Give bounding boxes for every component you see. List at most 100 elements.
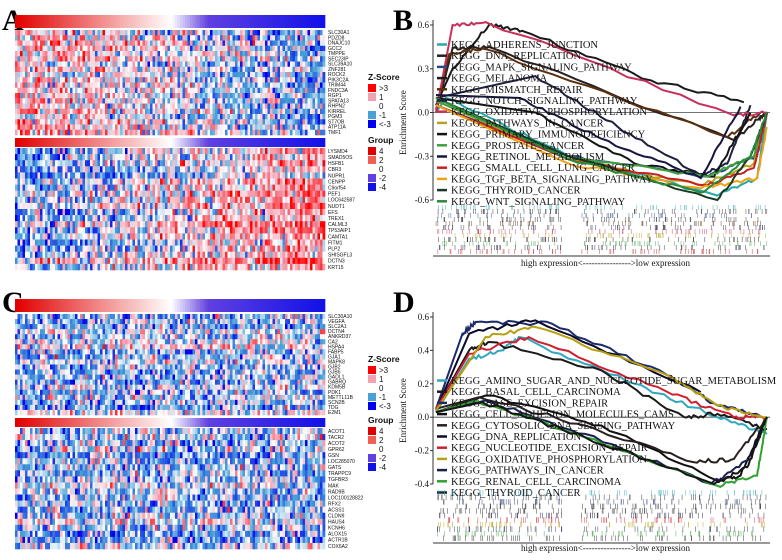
heatmap-cell xyxy=(175,51,178,57)
heatmap-cell xyxy=(297,72,301,78)
heatmap-cell xyxy=(160,51,163,57)
heatmap-cell xyxy=(42,98,46,104)
heatmap-cell xyxy=(197,45,201,52)
heatmap-cell xyxy=(40,35,43,41)
heatmap-cell xyxy=(52,30,56,36)
heatmap-cell xyxy=(135,245,138,252)
heatmap-cell xyxy=(142,172,146,179)
heatmap-cell xyxy=(42,172,46,179)
heatmap-cell xyxy=(172,154,176,161)
heatmap-cell xyxy=(87,129,91,136)
heatmap-cell xyxy=(322,45,326,52)
heatmap-cell xyxy=(15,93,18,99)
heatmap-cell xyxy=(275,35,278,41)
heatmap-cell xyxy=(255,45,258,52)
heatmap-cell xyxy=(32,196,36,204)
heatmap-cell xyxy=(127,30,131,36)
heatmap-cell xyxy=(25,35,28,41)
heatmap-cell xyxy=(137,61,141,68)
heatmap-cell xyxy=(240,51,243,57)
heatmap-cell xyxy=(292,172,296,179)
heatmap-cell xyxy=(257,87,261,94)
heatmap-cell xyxy=(27,40,31,47)
heatmap-cell xyxy=(205,239,208,246)
heatmap-cell xyxy=(290,66,293,73)
heatmap-cell xyxy=(315,51,318,57)
heatmap-cell xyxy=(155,251,158,259)
heatmap-cell xyxy=(150,77,153,83)
heatmap-cell xyxy=(152,239,156,246)
heatmap-cell xyxy=(75,221,78,228)
heatmap-cell xyxy=(257,114,261,120)
heatmap-cell xyxy=(137,82,141,89)
heatmap-cell xyxy=(85,178,88,185)
heatmap-cell xyxy=(25,124,28,131)
heatmap-cell xyxy=(87,245,91,252)
heatmap-cell xyxy=(227,129,231,136)
heatmap-cell xyxy=(57,87,61,94)
heatmap-cell xyxy=(272,56,276,62)
heatmap-cell xyxy=(290,77,293,83)
heatmap-cell xyxy=(182,51,186,57)
heatmap-cell xyxy=(237,119,241,125)
heatmap-cell xyxy=(245,166,248,173)
heatmap-cell xyxy=(97,103,101,110)
heatmap-cell xyxy=(210,66,213,73)
heatmap-cell xyxy=(105,190,108,198)
heatmap-cell xyxy=(142,82,146,89)
heatmap-cell xyxy=(237,166,241,173)
heatmap-cell xyxy=(157,114,161,120)
heatmap-cell xyxy=(85,166,88,173)
heatmap-cell xyxy=(45,87,48,94)
heatmap-cell xyxy=(277,148,281,155)
heatmap-cell xyxy=(107,160,111,167)
heatmap-cell xyxy=(140,108,143,115)
heatmap-cell xyxy=(172,45,176,52)
heatmap-cell xyxy=(217,87,221,94)
heatmap-cell xyxy=(50,245,53,252)
heatmap-cell xyxy=(175,239,178,246)
heatmap-cell xyxy=(232,178,236,185)
heatmap-cell xyxy=(195,51,198,57)
heatmap-cell xyxy=(107,87,111,94)
heatmap-cell xyxy=(307,202,311,210)
heatmap-cell xyxy=(182,72,186,78)
heatmap-cell xyxy=(90,221,93,228)
heatmap-cell xyxy=(182,148,186,155)
heatmap-cell xyxy=(62,227,66,234)
heatmap-cell xyxy=(65,196,68,204)
heatmap-cell xyxy=(192,56,196,62)
heatmap-cell xyxy=(82,172,86,179)
heatmap-cell xyxy=(132,87,136,94)
heatmap-cell xyxy=(25,209,28,216)
heatmap-cell xyxy=(165,98,168,104)
group-bar-cell xyxy=(247,138,251,147)
heatmap-cell xyxy=(302,251,306,259)
heatmap-cell xyxy=(237,233,241,240)
heatmap-cell xyxy=(100,202,103,210)
heatmap-cell xyxy=(110,178,113,185)
heatmap-cell xyxy=(162,30,166,36)
heatmap-cell xyxy=(237,103,241,110)
heatmap-cell xyxy=(37,251,41,259)
heatmap-cell xyxy=(37,35,41,41)
heatmap-cell xyxy=(172,103,176,110)
heatmap-cell xyxy=(20,119,23,125)
heatmap-cell xyxy=(277,40,281,47)
heatmap-cell xyxy=(275,202,278,210)
heatmap-cell xyxy=(222,154,226,161)
heatmap-cell xyxy=(280,108,283,115)
heatmap-cell xyxy=(275,40,278,47)
heatmap-cell xyxy=(185,108,188,115)
heatmap-cell xyxy=(170,215,173,222)
heatmap-cell xyxy=(287,172,291,179)
heatmap-cell xyxy=(42,227,46,234)
heatmap-cell xyxy=(265,114,268,120)
heatmap-cell xyxy=(222,215,226,222)
heatmap-cell xyxy=(172,239,176,246)
heatmap-cell xyxy=(145,178,148,185)
heatmap-cell xyxy=(267,30,271,36)
heatmap-cell xyxy=(167,77,171,83)
group-bar-cell xyxy=(255,138,258,147)
heatmap-cell xyxy=(187,196,191,204)
